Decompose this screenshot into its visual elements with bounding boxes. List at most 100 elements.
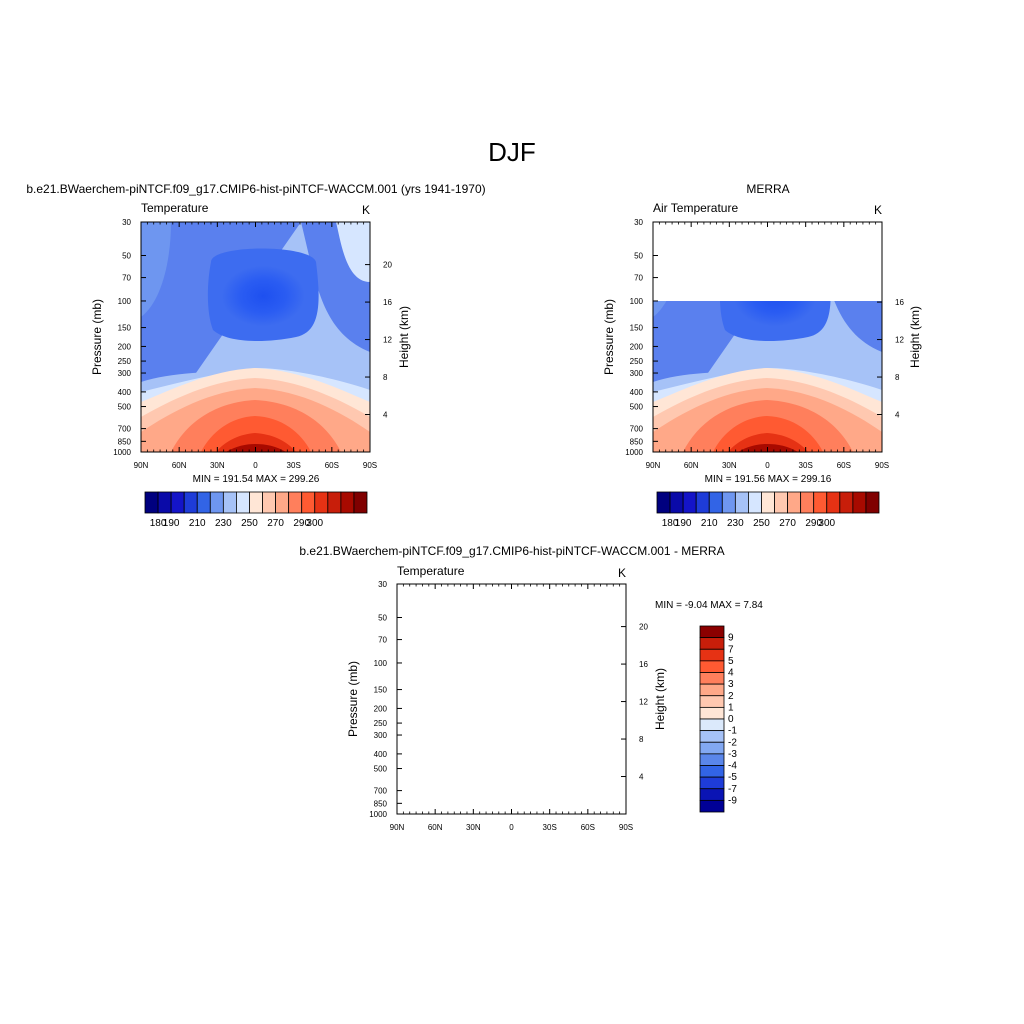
y-right-tick-label: 12 — [895, 336, 904, 345]
contour-band — [597, 772, 609, 781]
y-tick-label: 500 — [374, 765, 388, 774]
contour-band — [336, 222, 370, 282]
colorbar-box — [699, 799, 725, 813]
y-tick-label: 150 — [118, 324, 132, 333]
colorbar-label: 270 — [779, 518, 796, 529]
colorbar-box — [314, 491, 329, 514]
colorbar-box — [236, 491, 250, 514]
y-tick-label: 70 — [634, 274, 643, 283]
colorbar-box — [708, 491, 723, 514]
x-tick-label: 30N — [466, 823, 481, 832]
panel-model-field — [141, 222, 370, 452]
x-tick-label: 30N — [722, 461, 737, 470]
y-tick-label: 50 — [378, 614, 387, 623]
contour-band — [719, 300, 831, 342]
panel-diff-title: Temperature — [397, 564, 465, 578]
x-tick-label: 90S — [619, 823, 633, 832]
colorbar-box — [787, 491, 802, 514]
x-tick-label: 60N — [684, 461, 699, 470]
y-tick-label: 700 — [374, 787, 388, 796]
colorbar-label: -3 — [728, 749, 737, 760]
y-tick-label: 200 — [118, 342, 132, 351]
y-tick-label: 100 — [118, 297, 132, 306]
colorbar-box — [865, 491, 880, 514]
panel-model-units: K — [362, 203, 370, 217]
panel-diff-frame — [396, 583, 627, 815]
panel-obs-axes: 90N 60N 30N 0 30S 60S 90S 30 50 70 100 150 200 250 300… — [625, 218, 904, 470]
colorbar-box — [699, 753, 725, 766]
colorbar-box — [721, 491, 736, 514]
y-tick-label: 30 — [378, 580, 387, 589]
contour-band — [562, 697, 626, 732]
panel-diff-subtitle: b.e21.BWaerchem-piNTCF.f09_g17.CMIP6-his… — [299, 544, 724, 558]
contour-band — [653, 300, 667, 317]
colorbar-box — [839, 491, 854, 514]
y-tick-label: 400 — [374, 750, 388, 759]
contour-band — [397, 662, 626, 814]
colorbar-box — [699, 683, 725, 697]
x-tick-label: 60S — [325, 461, 339, 470]
contour-band — [397, 681, 457, 809]
y-tick-label: 700 — [630, 425, 644, 434]
y-tick-label: 150 — [374, 686, 388, 695]
colorbar-label: 250 — [753, 518, 770, 529]
colorbar-box — [327, 491, 342, 514]
x-tick-label: 0 — [253, 461, 258, 470]
y-tick-label: 850 — [374, 799, 388, 808]
y-right-tick-label: 8 — [383, 373, 388, 382]
y-tick-label: 100 — [374, 659, 388, 668]
colorbar-label: 250 — [241, 518, 258, 529]
colorbar-label: 3 — [728, 679, 734, 690]
colorbar-label: 290 — [293, 518, 310, 529]
y-right-tick-label: 16 — [383, 298, 392, 307]
contour-band — [615, 798, 626, 814]
y-right-tick-label: 16 — [639, 660, 648, 669]
x-tick-label: 90N — [390, 823, 405, 832]
panel-diff-ylabel-right: Height (km) — [653, 668, 667, 730]
colorbar-box — [774, 491, 788, 514]
colorbar-label: 300 — [818, 518, 835, 529]
colorbar-box — [699, 648, 725, 662]
y-right-tick-label: 12 — [383, 336, 392, 345]
colorbar-box — [340, 491, 355, 514]
x-tick-label: 30S — [287, 461, 301, 470]
y-right-tick-label: 4 — [895, 411, 900, 420]
y-tick-label: 100 — [630, 297, 644, 306]
colorbar-box — [301, 491, 316, 514]
x-tick-label: 90N — [134, 461, 149, 470]
colorbar-box — [656, 491, 671, 514]
x-tick-label: 0 — [509, 823, 514, 832]
contour-core — [734, 300, 817, 327]
panel-diff-stats: MIN = -9.04 MAX = 7.84 — [655, 600, 763, 611]
y-tick-label: 30 — [122, 218, 131, 227]
panel-diff-field — [397, 662, 626, 814]
panel-obs-ylabel: Pressure (mb) — [602, 299, 616, 375]
x-tick-label: 90S — [875, 461, 889, 470]
y-right-tick-label: 12 — [639, 698, 648, 707]
colorbar-box — [144, 491, 159, 514]
colorbar-box — [353, 491, 368, 514]
colorbar-box — [800, 491, 815, 514]
colorbar-label: 300 — [306, 518, 323, 529]
colorbar-label: 1 — [728, 702, 734, 713]
y-right-tick-label: 8 — [895, 373, 900, 382]
colorbar-box — [262, 491, 276, 514]
y-tick-label: 400 — [630, 388, 644, 397]
colorbar-box — [761, 491, 775, 514]
colorbar-box — [682, 491, 697, 514]
colorbar-box — [699, 730, 725, 743]
panel-diff-axes: 90N 60N 30N 0 30S 60S 90S 30 50 70 100 150 200 250 300… — [369, 580, 648, 832]
colorbar-box — [813, 491, 828, 514]
y-tick-label: 200 — [630, 342, 644, 351]
contour-band — [607, 712, 626, 725]
colorbar-box — [183, 491, 198, 514]
colorbar-box — [209, 491, 224, 514]
colorbar-box — [699, 718, 725, 732]
colorbar-label: 190 — [675, 518, 692, 529]
colorbar-label: -2 — [728, 737, 737, 748]
colorbar-label: 2 — [728, 691, 734, 702]
